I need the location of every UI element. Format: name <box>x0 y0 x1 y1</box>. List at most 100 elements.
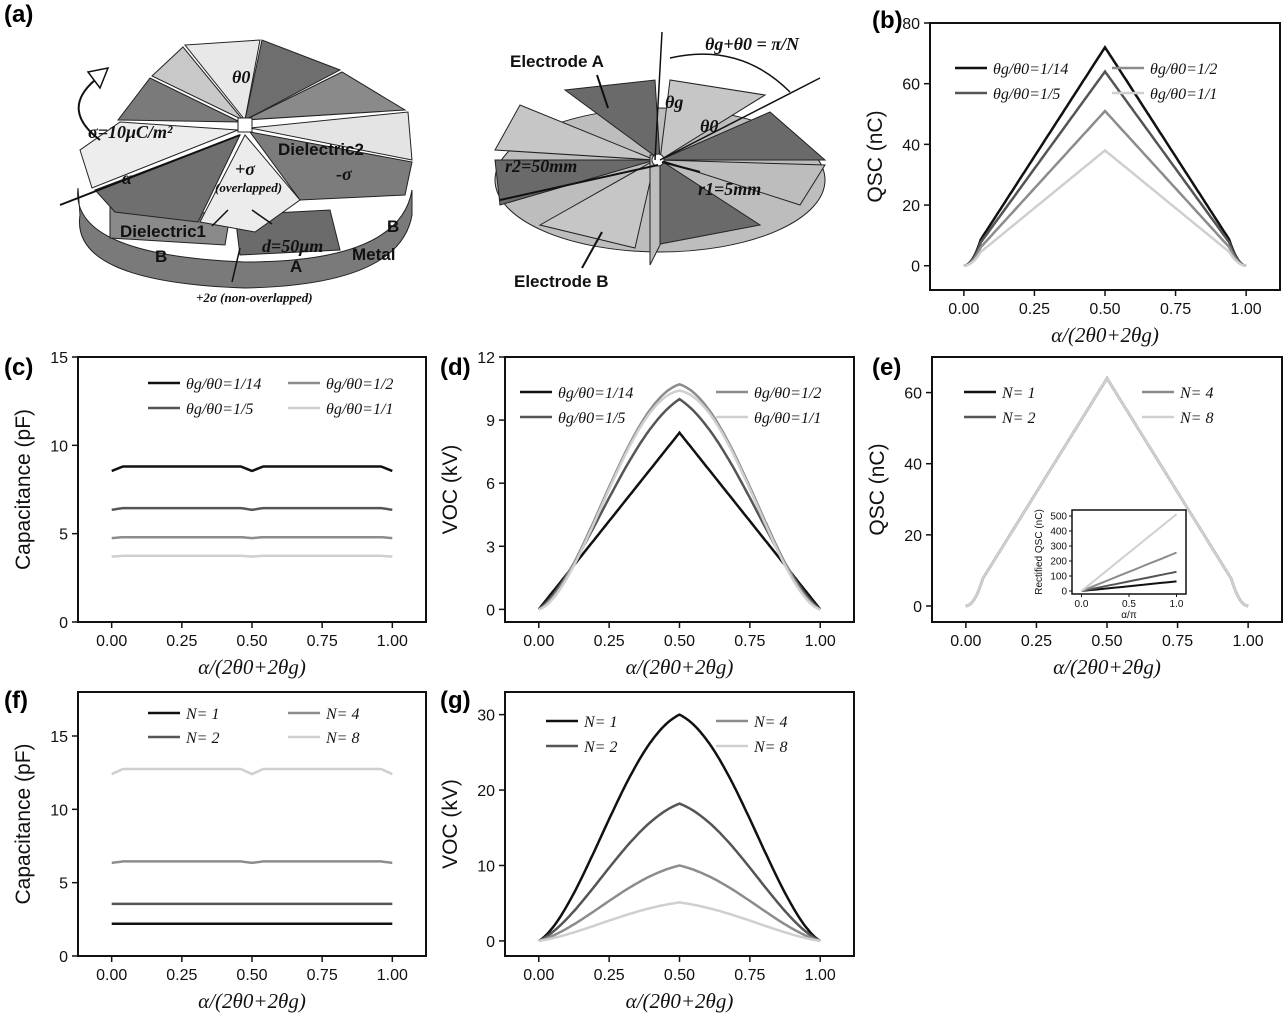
y-tick-label: 6 <box>486 476 495 493</box>
electrode-b-sector-3 <box>538 159 656 249</box>
y-tick-label: 0 <box>913 599 922 616</box>
electrode-b-mark-1: B <box>155 247 167 266</box>
electrode-b-mark-2: B <box>387 217 399 236</box>
x-tick-label: 0.00 <box>948 301 979 318</box>
inset-y-tick-label: 200 <box>1050 557 1067 568</box>
y-axis-label: QSC (nC) <box>866 443 889 535</box>
x-tick-label: 0.25 <box>166 633 197 650</box>
legend-label-1: θg/θ0=1/14 <box>993 61 1068 78</box>
y-tick-label: 12 <box>477 350 495 367</box>
plot-frame <box>504 691 855 957</box>
legend-label-3: θg/θ0=1/2 <box>326 376 393 393</box>
legend-label-3: N= 4 <box>325 706 359 723</box>
panel-label-b: (b) <box>872 7 903 34</box>
x-tick-label: 0.00 <box>950 633 981 650</box>
y-axis-label: VOC (kV) <box>439 779 462 869</box>
rotation-arrow-head <box>86 66 110 90</box>
legend-label-2: N= 2 <box>583 739 617 756</box>
x-tick-label: 0.50 <box>664 633 695 650</box>
y-tick-label: 10 <box>50 438 68 455</box>
gap-line-2 <box>659 77 821 161</box>
overlap-arrow-right <box>251 209 273 225</box>
x-tick-label: 0.75 <box>1162 633 1193 650</box>
y-tick-label: 3 <box>486 539 495 556</box>
x-tick-label: 1.00 <box>805 967 836 984</box>
r2-label: r2=50mm <box>505 156 577 176</box>
y-tick-label: 80 <box>902 16 920 33</box>
r1-label: r1=5mm <box>698 179 761 199</box>
series-line-2 <box>538 397 821 611</box>
y-tick-label: 20 <box>902 198 920 215</box>
sector-dielectric2 <box>249 111 413 161</box>
y-tick-label: 20 <box>904 528 922 545</box>
y-tick-label: 30 <box>477 708 495 725</box>
alpha-label: α <box>122 168 133 188</box>
inset-y-tick-label: 300 <box>1050 542 1067 553</box>
inset-series-line-4 <box>1080 513 1178 592</box>
disk-side-metal <box>77 187 413 289</box>
gap-line-1 <box>654 31 663 161</box>
r2-arrow <box>499 164 659 201</box>
y-tick-label: 9 <box>486 413 495 430</box>
electrode-b-sector-4 <box>494 104 656 161</box>
x-axis-label: α/(2θ0+2θg) <box>1053 655 1161 679</box>
legend-label-1: N= 1 <box>185 706 219 723</box>
legend-label-1: N= 1 <box>1001 385 1035 402</box>
legend-label-2: θg/θ0=1/5 <box>993 86 1060 103</box>
theta0-right-label: θ0 <box>700 116 718 136</box>
x-tick-label: 1.00 <box>377 633 408 650</box>
legend-label-3: N= 4 <box>753 714 787 731</box>
legend-label-4: θg/θ0=1/1 <box>1150 86 1217 103</box>
legend-label-4: N= 8 <box>325 730 359 747</box>
y-tick-label: 10 <box>477 858 495 875</box>
series-line-3 <box>111 535 393 540</box>
alpha-line <box>59 134 241 206</box>
dielectric1-label: Dielectric1 <box>120 222 206 241</box>
inset-y-tick-label: 100 <box>1050 572 1067 583</box>
diagram-right-electrodes: Electrode A θg+θ0 = π/N θg θ0 r2=50mm r1… <box>494 31 827 291</box>
electrode-b-sector-2 <box>659 159 826 206</box>
non-overlap-arrow <box>231 247 241 283</box>
inset-x-tick-label: 1.0 <box>1170 599 1184 610</box>
metal-label: Metal <box>352 245 395 264</box>
dielectric2-label: Dielectric2 <box>278 140 364 159</box>
x-tick-label: 0.50 <box>236 967 267 984</box>
panel-label-e: (e) <box>872 354 901 381</box>
inset-series-line-2 <box>1081 570 1177 592</box>
y-tick-label: 60 <box>902 77 920 94</box>
legend-label-2: N= 2 <box>185 730 219 747</box>
series-line-4 <box>965 375 1249 608</box>
sector-top-dark-1 <box>244 39 342 121</box>
legend-label-2: N= 2 <box>1001 410 1035 427</box>
legend-label-2: θg/θ0=1/5 <box>186 401 253 418</box>
sector-top-left-dark <box>117 77 241 123</box>
inset-series-line-3 <box>1081 551 1177 592</box>
thickness-label: d=50μm <box>262 236 323 256</box>
y-tick-label: 40 <box>902 137 920 154</box>
x-tick-label: 0.50 <box>236 633 267 650</box>
electrode-center-hole <box>651 153 665 167</box>
series-line-4 <box>963 148 1247 267</box>
x-tick-label: 0.75 <box>307 633 338 650</box>
panel-label-g: (g) <box>440 687 471 714</box>
x-tick-label: 0.00 <box>523 633 554 650</box>
plot-frame <box>77 691 427 957</box>
legend-label-4: θg/θ0=1/1 <box>754 410 821 427</box>
y-tick-label: 10 <box>50 802 68 819</box>
sector-minus-sigma <box>248 131 413 201</box>
chart-g: 0.00 0.25 0.50 0.75 1.00 0 10 20 30 α/(2θ0+2θg) VO… <box>439 691 855 1013</box>
sigma-label: σ=10μC/m² <box>88 122 173 142</box>
electrode-a-mark: A <box>290 257 302 276</box>
y-tick-label: 15 <box>50 729 68 746</box>
x-axis-label: α/(2θ0+2θg) <box>198 655 306 679</box>
x-tick-label: 0.50 <box>1091 633 1122 650</box>
y-tick-label: 5 <box>59 876 68 893</box>
y-tick-label: 0 <box>59 949 68 966</box>
y-tick-label: 15 <box>50 350 68 367</box>
x-tick-label: 0.75 <box>1160 301 1191 318</box>
legend-label-3: N= 4 <box>1179 385 1213 402</box>
series-line-4 <box>111 767 393 776</box>
x-tick-label: 0.00 <box>96 967 127 984</box>
series-line-4 <box>111 554 393 558</box>
